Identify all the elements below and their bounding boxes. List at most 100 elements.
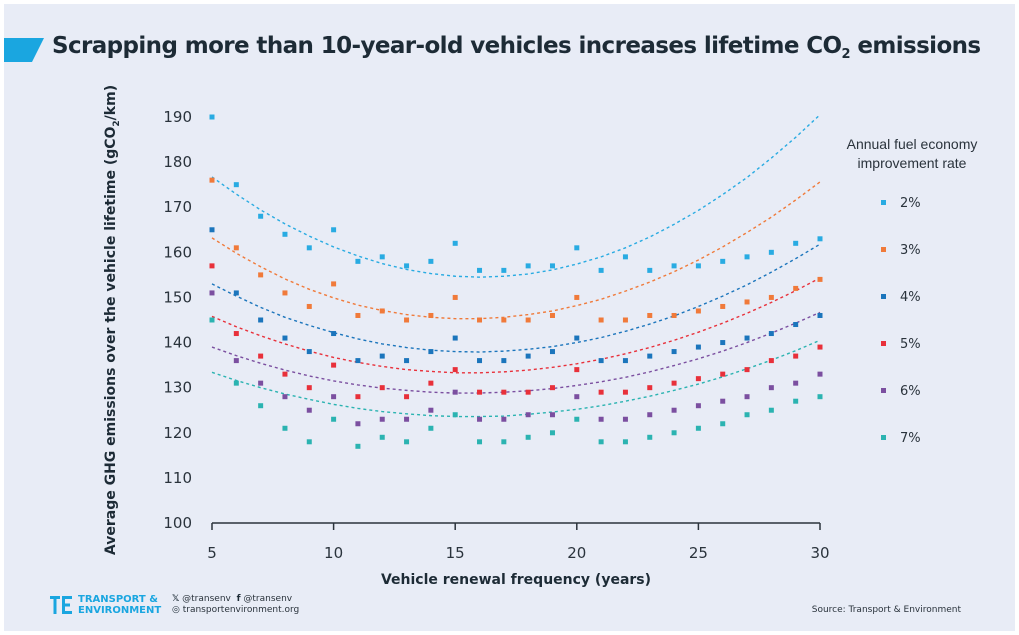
y-axis-title-subscript: 2 (112, 120, 122, 126)
data-point-6pct (671, 407, 677, 413)
data-point-3pct (233, 245, 239, 251)
data-point-5pct (404, 394, 410, 400)
data-point-3pct (404, 317, 410, 323)
data-point-6pct (525, 412, 531, 418)
legend-label: 5% (900, 337, 921, 352)
data-point-3pct (306, 303, 312, 309)
data-point-7pct (671, 430, 677, 436)
data-point-3pct (574, 294, 580, 300)
data-point-5pct (671, 380, 677, 386)
trend-line-5pct (211, 277, 821, 374)
data-point-3pct (720, 303, 726, 309)
data-point-7pct (817, 394, 823, 400)
data-point-3pct (355, 312, 361, 318)
data-point-7pct (404, 439, 410, 445)
data-point-4pct (622, 358, 628, 364)
data-point-6pct (379, 416, 385, 422)
data-point-4pct (768, 331, 774, 337)
legend-title-line2: improvement rate (858, 155, 967, 171)
data-point-5pct (501, 389, 507, 395)
data-point-4pct (306, 349, 312, 355)
data-point-5pct (306, 385, 312, 391)
legend: 2% 3% 4% 5% 6% 7% (881, 196, 921, 446)
facebook-handle[interactable]: @transenv (243, 594, 293, 604)
data-point-7pct (598, 439, 604, 445)
brand-name: TRANSPORT & ENVIRONMENT (78, 594, 161, 616)
data-point-2pct (258, 213, 264, 219)
data-point-3pct (817, 276, 823, 282)
data-point-2pct (744, 254, 750, 260)
data-point-6pct (477, 416, 483, 422)
data-point-3pct (452, 294, 458, 300)
y-tick-label: 170 (163, 198, 192, 216)
data-point-7pct (209, 317, 215, 323)
data-point-4pct (258, 317, 264, 323)
data-point-2pct (477, 267, 483, 273)
data-point-4pct (355, 358, 361, 364)
data-point-2pct (695, 263, 701, 269)
data-point-2pct (379, 254, 385, 260)
data-point-4pct (477, 358, 483, 364)
y-tick-label: 130 (163, 379, 192, 397)
title-tail: emissions (849, 33, 981, 59)
data-point-7pct (574, 416, 580, 422)
legend-label: 4% (900, 290, 921, 305)
data-point-2pct (647, 267, 653, 273)
data-point-5pct (817, 344, 823, 350)
legend-marker (881, 341, 886, 346)
data-point-2pct (768, 249, 774, 255)
data-point-3pct (744, 299, 750, 305)
data-point-5pct (331, 362, 337, 368)
data-point-7pct (720, 421, 726, 427)
data-point-4pct (404, 358, 410, 364)
data-point-4pct (793, 322, 799, 328)
y-axis-title-main: Average GHG emissions over the vehicle l… (103, 126, 119, 555)
data-point-6pct (695, 403, 701, 409)
data-point-3pct (768, 294, 774, 300)
data-point-3pct (331, 281, 337, 287)
data-point-4pct (379, 353, 385, 359)
data-point-7pct (525, 434, 531, 440)
data-point-2pct (282, 231, 288, 237)
data-point-3pct (695, 308, 701, 314)
data-point-6pct (452, 389, 458, 395)
data-point-6pct (817, 371, 823, 377)
x-tick-label: 30 (810, 544, 829, 562)
trend-line-6pct (211, 311, 821, 394)
legend-marker (881, 388, 886, 393)
data-point-7pct (501, 439, 507, 445)
social-links: 𝕏 @transenv f @transenv ◎ transportenvir… (172, 594, 299, 616)
trend-line-7pct (211, 339, 821, 418)
trend-line-3pct (211, 181, 821, 320)
data-point-4pct (817, 312, 823, 318)
data-point-4pct (282, 335, 288, 341)
data-point-5pct (233, 331, 239, 337)
data-point-3pct (598, 317, 604, 323)
data-point-5pct (282, 371, 288, 377)
data-point-6pct (331, 394, 337, 400)
data-point-5pct (258, 353, 264, 359)
data-point-5pct (549, 385, 555, 391)
legend-marker (881, 294, 886, 299)
data-point-2pct (331, 227, 337, 233)
data-point-6pct (501, 416, 507, 422)
data-point-2pct (404, 263, 410, 269)
data-point-6pct (574, 394, 580, 400)
data-point-6pct (209, 290, 215, 296)
data-point-4pct (574, 335, 580, 341)
globe-icon: ◎ (172, 605, 180, 615)
data-point-2pct (574, 245, 580, 251)
data-point-6pct (233, 358, 239, 364)
x-tick-label: 10 (324, 544, 343, 562)
data-point-7pct (258, 403, 264, 409)
data-point-5pct (525, 389, 531, 395)
legend-marker (881, 247, 886, 252)
data-point-2pct (501, 267, 507, 273)
website-link[interactable]: transportenvironment.org (182, 605, 300, 615)
y-axis-title-tail: /km) (103, 85, 119, 120)
y-tick-label: 150 (163, 288, 192, 306)
data-point-2pct (817, 236, 823, 242)
twitter-handle[interactable]: @transenv (182, 594, 231, 604)
data-point-6pct (258, 380, 264, 386)
